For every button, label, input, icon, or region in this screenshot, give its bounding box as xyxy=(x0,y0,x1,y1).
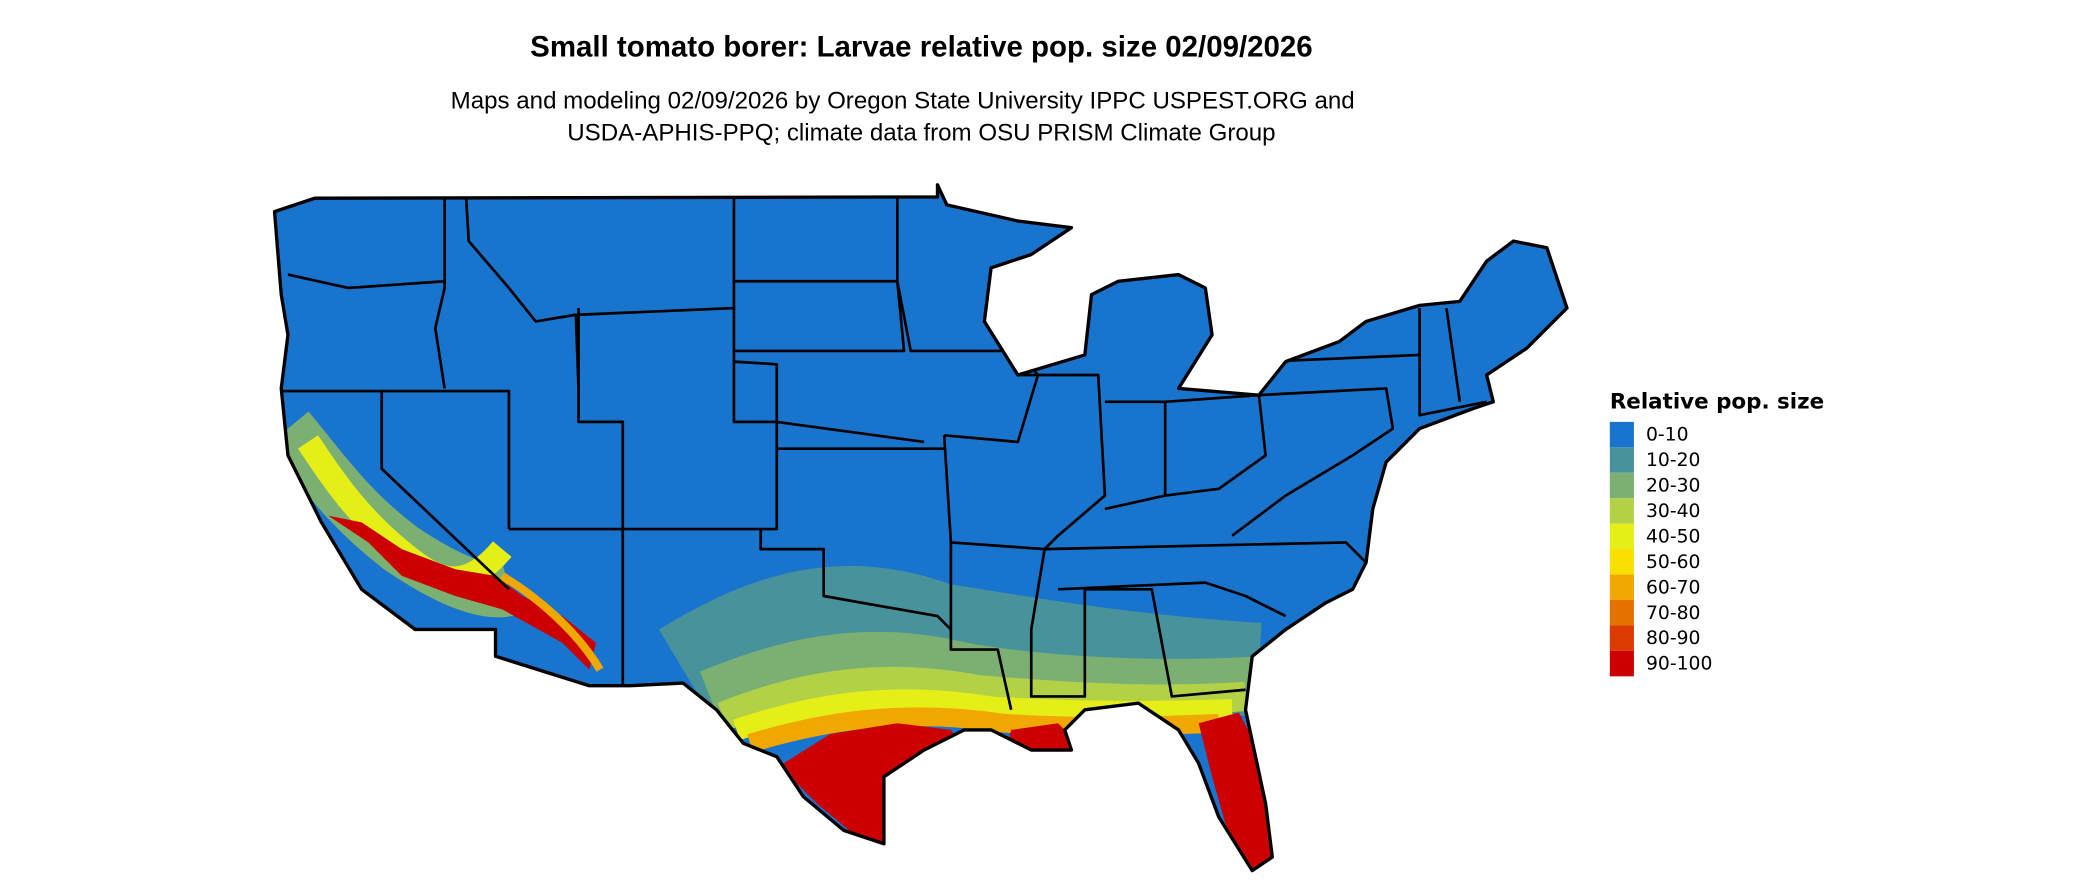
legend-swatch xyxy=(1609,447,1634,473)
legend-label: 30-40 xyxy=(1646,501,1700,522)
legend-label: 90-100 xyxy=(1646,654,1712,675)
legend-label: 80-90 xyxy=(1646,628,1700,649)
legend-label: 50-60 xyxy=(1646,552,1700,573)
map-subtitle-line1: Maps and modeling 02/09/2026 by Oregon S… xyxy=(451,88,1355,115)
legend-label: 60-70 xyxy=(1646,577,1700,598)
legend-swatch xyxy=(1609,574,1634,601)
band-30-40 xyxy=(717,666,1247,731)
heat-regions xyxy=(274,411,1280,871)
legend-label: 70-80 xyxy=(1646,603,1700,624)
legend-title: Relative pop. size xyxy=(1610,390,1824,415)
map-subtitle-line2: USDA-APHIS-PPQ; climate data from OSU PR… xyxy=(567,120,1275,147)
us-map xyxy=(272,183,1569,873)
legend-swatch xyxy=(1609,421,1634,448)
us-base-region xyxy=(274,184,1567,871)
legend-label: 0-10 xyxy=(1646,425,1689,446)
legend-swatch xyxy=(1609,625,1634,651)
legend-label: 40-50 xyxy=(1646,526,1700,547)
map-title: Small tomato borer: Larvae relative pop.… xyxy=(530,30,1312,63)
legend-swatch xyxy=(1609,549,1634,575)
legend-label: 20-30 xyxy=(1646,476,1700,497)
us-outline xyxy=(272,183,1569,873)
legend-label: 10-20 xyxy=(1646,450,1700,471)
legend-swatch xyxy=(1609,600,1634,626)
az-band-mid xyxy=(500,572,604,672)
legend-swatch xyxy=(1609,650,1634,677)
legend-swatch xyxy=(1609,472,1634,499)
legend-swatch xyxy=(1609,523,1634,550)
legend-swatch xyxy=(1609,498,1634,524)
legend: Relative pop. size 0-10 10-20 20-30 30-40 40… xyxy=(1609,390,1824,677)
band-40-50 xyxy=(733,689,1233,741)
socal-az-high-region xyxy=(328,515,596,670)
